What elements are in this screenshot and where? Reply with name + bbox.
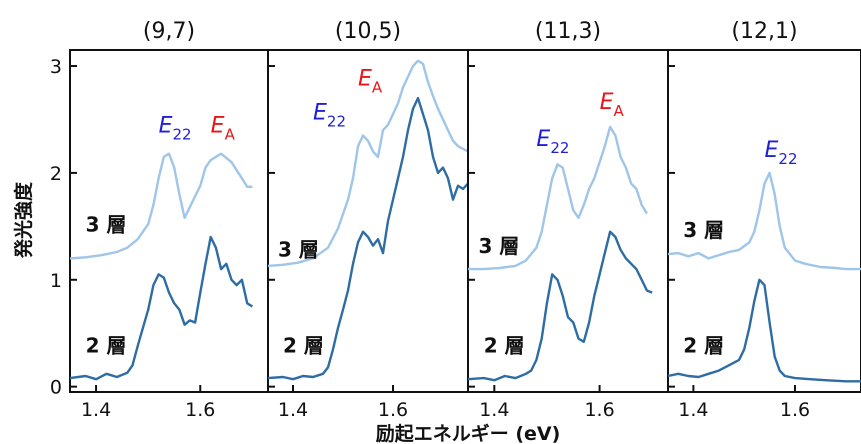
layer-label: 2 層 (484, 333, 525, 357)
peak-annotation: EA (600, 90, 625, 120)
panel-title-3: (11,3) (535, 19, 601, 44)
series-line-trilayer (69, 152, 253, 260)
layer-label: 3 層 (479, 234, 520, 258)
y-tick-label: 2 (50, 163, 62, 185)
y-tick-label: 3 (50, 56, 62, 78)
panel-frame-4 (667, 49, 861, 393)
layer-label: 2 層 (86, 333, 127, 357)
x-tick-label: 1.6 (780, 399, 810, 421)
series-line-bilayer (267, 96, 469, 381)
layer-label: 3 層 (683, 218, 724, 242)
panel-title-2: (10,5) (335, 19, 401, 44)
series-line-bilayer (69, 235, 254, 381)
panels: (9,7) 0 1 2 3 1.4 1.6 3 層 2 層 E22 EA (10,5) 1.4 1.6 3 … (50, 19, 861, 421)
x-tick-label: 1.4 (678, 399, 708, 421)
layer-label: 2 層 (683, 333, 724, 357)
panel-title-1: (9,7) (143, 19, 195, 44)
peak-annotation: E22 (313, 100, 346, 130)
series-line-trilayer (667, 171, 861, 271)
peak-annotation: EA (211, 113, 236, 143)
peak-annotation: E22 (765, 138, 798, 168)
x-tick-label: 1.4 (278, 399, 308, 421)
panel-title-4: (12,1) (731, 19, 797, 44)
peak-annotation: E22 (536, 127, 569, 157)
x-tick-label: 1.6 (185, 399, 215, 421)
y-axis-label: 発光強度 (12, 181, 35, 259)
layer-label: 3 層 (86, 213, 127, 237)
x-tick-label: 1.4 (81, 399, 111, 421)
series-line-bilayer (667, 278, 861, 383)
x-axis-label: 励起エネルギー (eV) (376, 423, 561, 444)
y-tick-label: 1 (50, 270, 62, 292)
peak-annotation: E22 (159, 113, 192, 143)
layer-label: 2 層 (283, 333, 324, 357)
peak-annotation: EA (358, 66, 383, 96)
x-tick-label: 1.4 (479, 399, 509, 421)
x-tick-label: 1.6 (378, 399, 408, 421)
y-tick-label: 0 (50, 377, 62, 399)
layer-label: 3 層 (278, 237, 319, 261)
series-line-trilayer (468, 125, 648, 271)
series-line-trilayer (267, 59, 469, 268)
series-line-bilayer (467, 230, 653, 382)
x-tick-label: 1.6 (584, 399, 614, 421)
